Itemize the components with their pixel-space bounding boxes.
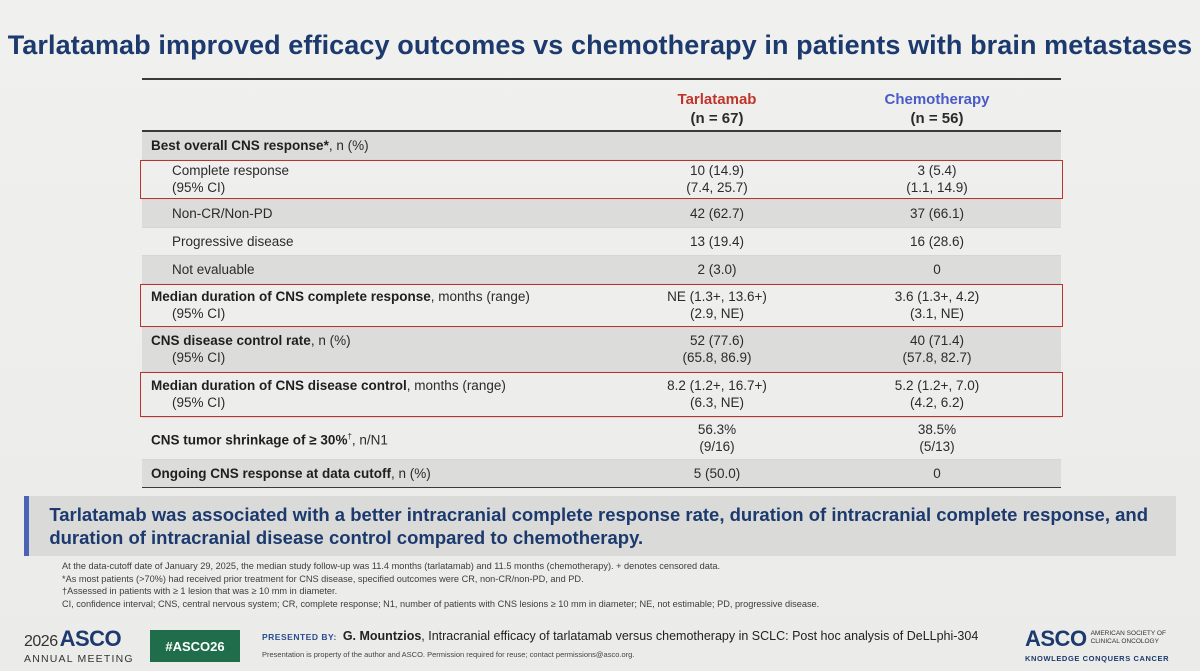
row-label: Best overall CNS response*, n (%) bbox=[151, 137, 369, 153]
row-label: Ongoing CNS response at data cutoff, n (… bbox=[151, 465, 431, 481]
table-row: Not evaluable 2 (3.0) 0 bbox=[142, 255, 1061, 284]
chemotherapy-value: 16 (28.6) bbox=[909, 233, 965, 249]
hashtag-badge: #ASCO26 bbox=[150, 630, 240, 662]
property-note: Presentation is property of the author a… bbox=[262, 650, 635, 659]
chemotherapy-value: 3.6 (1.3+, 4.2) (3.1, NE) bbox=[894, 289, 980, 321]
table-row-disease-control-rate: CNS disease control rate, n (%) (95% CI)… bbox=[142, 327, 1061, 372]
column-header-tarlatamab: Tarlatamab (n = 67) bbox=[677, 91, 757, 127]
tarlatamab-value: 52 (77.6) (65.8, 86.9) bbox=[682, 333, 752, 365]
table-row-duration-disease-control: Median duration of CNS disease control, … bbox=[140, 371, 1063, 418]
key-takeaway-callout: Tarlatamab was associated with a better … bbox=[24, 496, 1176, 556]
table-row: Progressive disease 13 (19.4) 16 (28.6) bbox=[142, 228, 1061, 256]
footnote-abbreviations: CI, confidence interval; CNS, central ne… bbox=[62, 598, 820, 609]
footnote: At the data-cutoff date of January 29, 2… bbox=[62, 561, 721, 571]
chemotherapy-value: 40 (71.4) (57.8, 82.7) bbox=[902, 333, 972, 365]
row-label: Progressive disease bbox=[172, 233, 294, 249]
table-header: Tarlatamab (n = 67) Chemotherapy (n = 56… bbox=[142, 80, 1061, 130]
efficacy-table: Tarlatamab (n = 67) Chemotherapy (n = 56… bbox=[140, 78, 1063, 488]
column-header-chemotherapy: Chemotherapy (n = 56) bbox=[884, 91, 990, 127]
tarlatamab-value: NE (1.3+, 13.6+) (2.9, NE) bbox=[667, 289, 767, 321]
callout-text: Tarlatamab was associated with a better … bbox=[49, 504, 1149, 548]
footnote: †Assessed in patients with ≥ 1 lesion th… bbox=[62, 586, 338, 596]
chemotherapy-value: 0 bbox=[933, 465, 941, 481]
row-label: Not evaluable bbox=[172, 261, 255, 277]
table-row-duration-complete-response: Median duration of CNS complete response… bbox=[140, 283, 1063, 328]
asco-society-logo: ASCO AMERICAN SOCIETY OF CLINICAL ONCOLOG… bbox=[1025, 626, 1170, 663]
tarlatamab-value: 42 (62.7) bbox=[689, 205, 745, 221]
tarlatamab-value: 56.3% (9/16) bbox=[697, 422, 737, 454]
tarlatamab-value: 5 (50.0) bbox=[693, 465, 741, 481]
slide-title: Tarlatamab improved efficacy outcomes vs… bbox=[7, 30, 1193, 60]
row-label: Complete response (95% CI) bbox=[172, 163, 290, 195]
table-row-tumor-shrinkage: CNS tumor shrinkage of ≥ 30%†, n/N1 56.3… bbox=[142, 418, 1061, 460]
tarlatamab-value: 10 (14.9) (7.4, 25.7) bbox=[686, 163, 748, 195]
table-top-rule bbox=[142, 78, 1061, 80]
table-row-ongoing-response: Ongoing CNS response at data cutoff, n (… bbox=[142, 459, 1061, 488]
chemotherapy-value: 5.2 (1.2+, 7.0) (4.2, 6.2) bbox=[894, 378, 980, 410]
table-row: Non-CR/Non-PD 42 (62.7) 37 (66.1) bbox=[142, 199, 1061, 228]
presenter-line: PRESENTED BY: G. Mountzios, Intracranial … bbox=[262, 629, 979, 643]
tarlatamab-value: 13 (19.4) bbox=[689, 233, 745, 249]
asco-annual-meeting-logo: 2026ASCO ANNUAL MEETING bbox=[24, 626, 134, 666]
callout-accent-bar bbox=[24, 496, 30, 556]
tarlatamab-value: 8.2 (1.2+, 16.7+) (6.3, NE) bbox=[667, 378, 767, 410]
table-header-rule bbox=[142, 130, 1061, 132]
chemotherapy-value: 3 (5.4) (1.1, 14.9) bbox=[906, 163, 968, 195]
row-label: CNS disease control rate, n (%) (95% CI) bbox=[151, 333, 351, 365]
row-label: Non-CR/Non-PD bbox=[172, 205, 273, 221]
table-row: Best overall CNS response*, n (%) bbox=[142, 131, 1061, 160]
footnote: *As most patients (>70%) had received pr… bbox=[62, 573, 584, 584]
slide-footer: 2026ASCO ANNUAL MEETING #ASCO26 PRESENTE… bbox=[0, 620, 1200, 671]
chemotherapy-value: 0 bbox=[933, 261, 941, 277]
tarlatamab-value: 2 (3.0) bbox=[697, 261, 737, 277]
row-label: Median duration of CNS disease control, … bbox=[151, 378, 506, 410]
row-label: Median duration of CNS complete response… bbox=[151, 289, 530, 321]
chemotherapy-value: 37 (66.1) bbox=[909, 205, 965, 221]
table-row-complete-response: Complete response (95% CI) 10 (14.9) (7.4,… bbox=[140, 159, 1063, 200]
footnotes: At the data-cutoff date of January 29, 2… bbox=[62, 560, 1162, 610]
chemotherapy-value: 38.5% (5/13) bbox=[917, 422, 957, 454]
row-label: CNS tumor shrinkage of ≥ 30%†, n/N1 bbox=[151, 431, 388, 448]
